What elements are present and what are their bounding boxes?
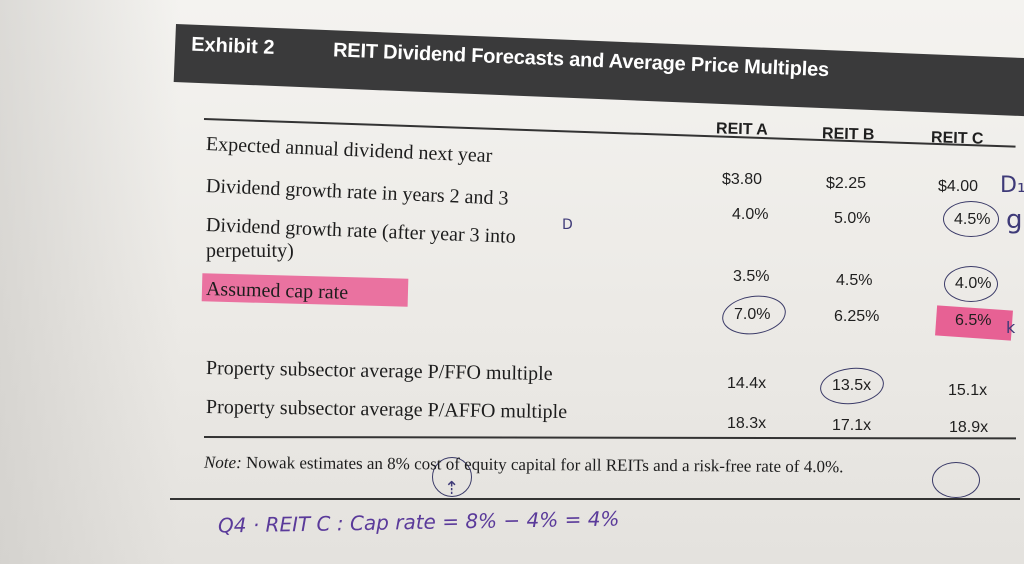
note-bottom-rule xyxy=(170,498,1020,500)
cell-reit-c-cap-rate: 6.5% xyxy=(955,312,992,329)
bleed-through-text xyxy=(180,150,185,172)
cell-reit-c-paffo: 18.9x xyxy=(949,419,989,436)
table-note: Note: Nowak estimates an 8% cost of equi… xyxy=(204,453,844,477)
paper-shadow xyxy=(0,0,180,564)
row-label-growth-perpetuity-cont: perpetuity) xyxy=(206,240,294,262)
cell-reit-a-growth-2-3: 4.0% xyxy=(732,206,769,223)
ink-circle xyxy=(943,201,999,237)
cell-reit-a-dividend: $3.80 xyxy=(722,171,763,188)
cell-reit-b-paffo: 17.1x xyxy=(832,417,872,434)
cell-reit-b-growth-2-3: 5.0% xyxy=(834,210,871,227)
row-label-expected-dividend: Expected annual dividend next year xyxy=(205,133,493,167)
row-label-pffo: Property subsector average P/FFO multipl… xyxy=(205,357,553,386)
cell-reit-a-paffo: 18.3x xyxy=(727,415,767,432)
ink-circle xyxy=(944,266,998,302)
row-label-cap-rate: Assumed cap rate xyxy=(205,278,349,304)
handwritten-d1-mark: D₁ xyxy=(1000,173,1024,198)
exhibit-header: Exhibit 2 REIT Dividend Forecasts and Av… xyxy=(173,24,1024,117)
cell-reit-b-growth-perp: 4.5% xyxy=(836,272,873,289)
ink-circle xyxy=(432,457,472,497)
cell-reit-c-pffo: 15.1x xyxy=(948,382,988,399)
handwritten-arrow-mark: ⇡ xyxy=(444,478,460,499)
note-text: Nowak estimates an 8% cost of equity cap… xyxy=(241,453,844,477)
cell-reit-a-pffo: 14.4x xyxy=(727,375,767,392)
ink-circle xyxy=(719,291,789,339)
handwritten-calculation: Q4 · REIT C : Cap rate = 8% − 4% = 4% xyxy=(217,506,620,538)
cell-reit-b-cap-rate: 6.25% xyxy=(834,308,880,325)
cell-reit-b-pffo: 13.5x xyxy=(832,377,872,394)
table-bottom-rule xyxy=(203,436,1017,440)
ink-circle xyxy=(818,364,886,408)
ink-circle xyxy=(932,462,980,498)
handwritten-g-mark: g xyxy=(1006,205,1023,235)
row-label-growth-years-2-3: Dividend growth rate in years 2 and 3 xyxy=(205,175,509,210)
handwritten-d-mark: D xyxy=(562,217,573,233)
exhibit-label: Exhibit 2 xyxy=(190,33,275,59)
column-header-reit-b: REIT B xyxy=(821,125,875,144)
cell-reit-a-cap-rate: 7.0% xyxy=(734,306,771,323)
column-header-reit-a: REIT A xyxy=(715,120,769,139)
note-prefix: Note: xyxy=(203,452,242,473)
cell-reit-a-growth-perp: 3.5% xyxy=(733,268,770,285)
column-header-reit-c: REIT C xyxy=(930,129,984,148)
cell-reit-b-dividend: $2.25 xyxy=(826,175,867,192)
exhibit-title: REIT Dividend Forecasts and Average Pric… xyxy=(332,39,830,82)
row-label-paffo: Property subsector average P/AFFO multip… xyxy=(205,396,568,424)
handwritten-k-mark: k xyxy=(1006,318,1016,337)
cell-reit-c-dividend: $4.00 xyxy=(938,178,979,195)
